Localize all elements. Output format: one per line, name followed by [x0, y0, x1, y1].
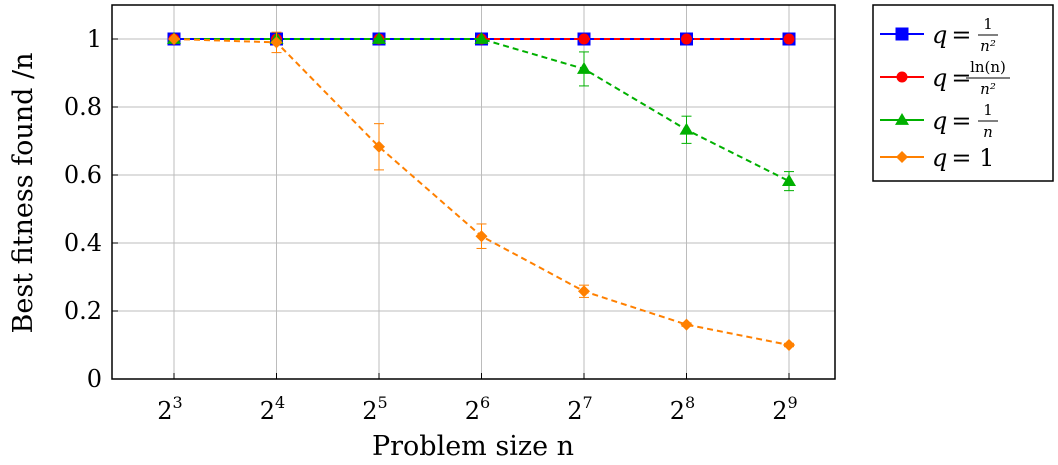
x-tick-label: 27 — [567, 393, 592, 425]
data-point — [372, 32, 386, 44]
legend-entry-3: q = 1 n — [880, 101, 998, 141]
y-tick-label: 0 — [87, 365, 102, 393]
data-point — [474, 32, 489, 44]
data-point — [782, 174, 796, 187]
legend-value: 1 — [979, 144, 994, 172]
x-tick-exponent: 7 — [583, 393, 593, 412]
legend-swatch-marker — [896, 151, 908, 163]
data-point — [680, 318, 693, 331]
legend-frame — [872, 4, 1054, 182]
y-tick-label: 0.4 — [64, 229, 102, 257]
x-tick-exponent: 5 — [378, 393, 388, 412]
legend-numerator: ln(n) — [970, 58, 1006, 76]
y-axis-title: Best fitness found /n — [8, 52, 39, 333]
x-tick-label: 25 — [362, 393, 387, 425]
legend-numerator: 1 — [983, 15, 993, 33]
legend-lhs: q = — [932, 64, 971, 92]
data-point — [783, 339, 795, 351]
x-tick-base: 2 — [260, 397, 275, 425]
data-point — [373, 140, 385, 153]
legend-lhs: q = — [932, 107, 971, 135]
legend-variable: q — [932, 144, 947, 172]
legend-swatch-marker — [895, 27, 909, 41]
y-tick-label: 0.8 — [64, 93, 102, 121]
legend-lhs: q = — [932, 21, 971, 49]
x-tick-base: 2 — [362, 397, 377, 425]
data-point — [783, 33, 795, 45]
legend-equals: = — [951, 64, 971, 92]
legend-denominator: n² — [980, 37, 996, 55]
legend-variable: q — [932, 21, 947, 49]
x-tick-exponent: 4 — [275, 393, 285, 412]
grid-lines — [112, 5, 835, 380]
legend-equals: = — [951, 21, 971, 49]
x-tick-base: 2 — [772, 397, 787, 425]
legend-denominator: n² — [980, 80, 996, 98]
data-point — [578, 33, 590, 45]
y-axis-ticks: 0 0.2 0.4 0.6 0.8 1 — [64, 25, 118, 393]
series-layer — [167, 31, 796, 351]
data-point — [679, 122, 694, 135]
data-point — [681, 33, 692, 45]
legend-swatch-marker — [895, 113, 909, 125]
x-tick-label: 26 — [465, 393, 490, 425]
y-tick-label: 1 — [87, 25, 102, 53]
x-tick-label: 23 — [157, 393, 182, 425]
legend-swatch-marker — [896, 71, 908, 83]
series-4 — [168, 31, 795, 351]
legend-denominator: n — [983, 123, 993, 141]
x-axis-title: Problem size n — [372, 431, 574, 462]
legend-entry-4: q = 1 — [880, 144, 994, 172]
x-tick-exponent: 9 — [788, 393, 798, 412]
x-tick-base: 2 — [567, 397, 582, 425]
x-axis-ticks: 23 24 25 26 27 28 29 — [157, 373, 798, 425]
x-tick-base: 2 — [157, 397, 172, 425]
legend-variable: q — [932, 107, 947, 135]
x-tick-label: 24 — [260, 393, 285, 425]
data-point — [578, 285, 590, 298]
x-tick-base: 2 — [465, 397, 480, 425]
y-tick-label: 0.2 — [64, 297, 102, 325]
legend-variable: q — [932, 64, 947, 92]
x-tick-label: 28 — [670, 393, 695, 425]
data-point — [270, 36, 283, 49]
y-axis-title-text: Best fitness found /n — [8, 52, 39, 333]
x-axis-title-text: Problem size n — [372, 431, 574, 462]
legend-entry-2: q = ln(n) n² — [880, 58, 1010, 98]
data-point — [475, 230, 488, 243]
data-point — [168, 33, 180, 45]
plot-frame — [111, 4, 836, 380]
legend-entry-1: q = 1 n² — [880, 15, 998, 55]
legend-lhs: q = 1 — [932, 144, 994, 172]
legend-equals: = — [951, 107, 971, 135]
legend-equals: = — [951, 144, 979, 172]
legend-numerator: 1 — [983, 101, 993, 119]
y-tick-label: 0.6 — [64, 161, 102, 189]
x-tick-exponent: 6 — [480, 393, 490, 412]
x-tick-exponent: 8 — [685, 393, 695, 412]
x-tick-label: 29 — [772, 393, 797, 425]
data-point — [577, 61, 591, 74]
x-tick-exponent: 3 — [173, 393, 183, 412]
x-tick-base: 2 — [670, 397, 685, 425]
